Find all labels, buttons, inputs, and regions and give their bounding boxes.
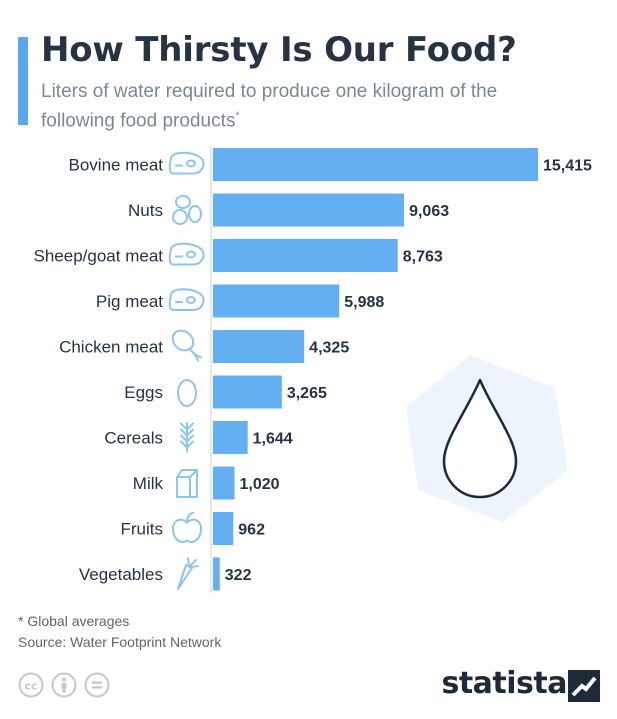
- value-label-nuts: 9,063: [409, 203, 449, 220]
- bar-milk: [213, 466, 235, 500]
- footnote-text: * Global averages: [18, 613, 130, 629]
- bar-bovine-meat: [213, 148, 538, 181]
- category-label-bovine-meat: Bovine meat: [69, 156, 164, 175]
- creative-commons-icon[interactable]: cc: [18, 672, 44, 698]
- source-text: Source: Water Footprint Network: [18, 634, 222, 650]
- chart-subtitle: Liters of water required to produce one …: [41, 80, 541, 133]
- value-label-sheep-goat-meat: 8,763: [403, 249, 443, 266]
- svg-text:cc: cc: [24, 680, 37, 693]
- value-label-cereals: 1,644: [253, 431, 293, 448]
- category-label-vegetables: Vegetables: [79, 565, 163, 584]
- category-label-nuts: Nuts: [128, 201, 163, 220]
- category-label-pig-meat: Pig meat: [96, 292, 163, 311]
- no-derivatives-icon[interactable]: [84, 672, 110, 698]
- value-label-fruits: 962: [238, 522, 265, 539]
- category-label-sheep-goat-meat: Sheep/goat meat: [34, 247, 164, 266]
- bar-vegetables: [213, 557, 220, 591]
- value-label-chicken-meat: 4,325: [309, 340, 349, 357]
- attribution-icon[interactable]: [51, 672, 77, 698]
- category-label-fruits: Fruits: [121, 520, 164, 539]
- bar-chicken-meat: [213, 330, 305, 363]
- water-drop-illustration: [406, 355, 568, 522]
- category-label-cereals: Cereals: [104, 429, 163, 448]
- chart-title: How Thirsty Is Our Food?: [41, 30, 517, 70]
- bars-layer: Bovine meat 15,415 Nuts 9,063 Sheep/goat mea…: [34, 148, 592, 591]
- license-icons: cc: [18, 672, 110, 698]
- category-label-milk: Milk: [133, 474, 164, 493]
- category-label-eggs: Eggs: [124, 383, 163, 402]
- subtitle-text: Liters of water required to produce one …: [41, 81, 498, 132]
- value-label-vegetables: 322: [225, 567, 252, 584]
- apple-icon: [171, 511, 203, 544]
- bar-fruits: [213, 512, 234, 545]
- bar-eggs: [213, 375, 282, 409]
- bar-nuts: [213, 193, 405, 227]
- subtitle-footnote-mark: *: [235, 110, 240, 122]
- statista-brand[interactable]: statista: [441, 666, 567, 701]
- chicken-leg-icon: [171, 329, 202, 362]
- bar-cereals: [213, 421, 248, 454]
- value-label-milk: 1,020: [240, 476, 280, 493]
- value-label-bovine-meat: 15,415: [543, 158, 592, 175]
- title-accent-bar: [18, 37, 28, 125]
- milk-carton-icon: [176, 469, 198, 498]
- value-label-eggs: 3,265: [287, 385, 327, 402]
- statista-logo-icon[interactable]: [568, 670, 600, 702]
- carrot-icon: [177, 557, 199, 590]
- meat-icon: [168, 288, 205, 311]
- wheat-icon: [180, 422, 194, 453]
- value-label-pig-meat: 5,988: [344, 294, 384, 311]
- category-label-chicken-meat: Chicken meat: [59, 338, 163, 357]
- bar-sheep-goat-meat: [213, 239, 398, 272]
- water-drop-icon: [442, 378, 518, 499]
- meat-icon: [168, 151, 205, 175]
- bar-pig-meat: [213, 284, 340, 318]
- nuts-icon: [172, 195, 202, 225]
- meat-icon: [168, 242, 205, 266]
- egg-icon: [177, 379, 197, 407]
